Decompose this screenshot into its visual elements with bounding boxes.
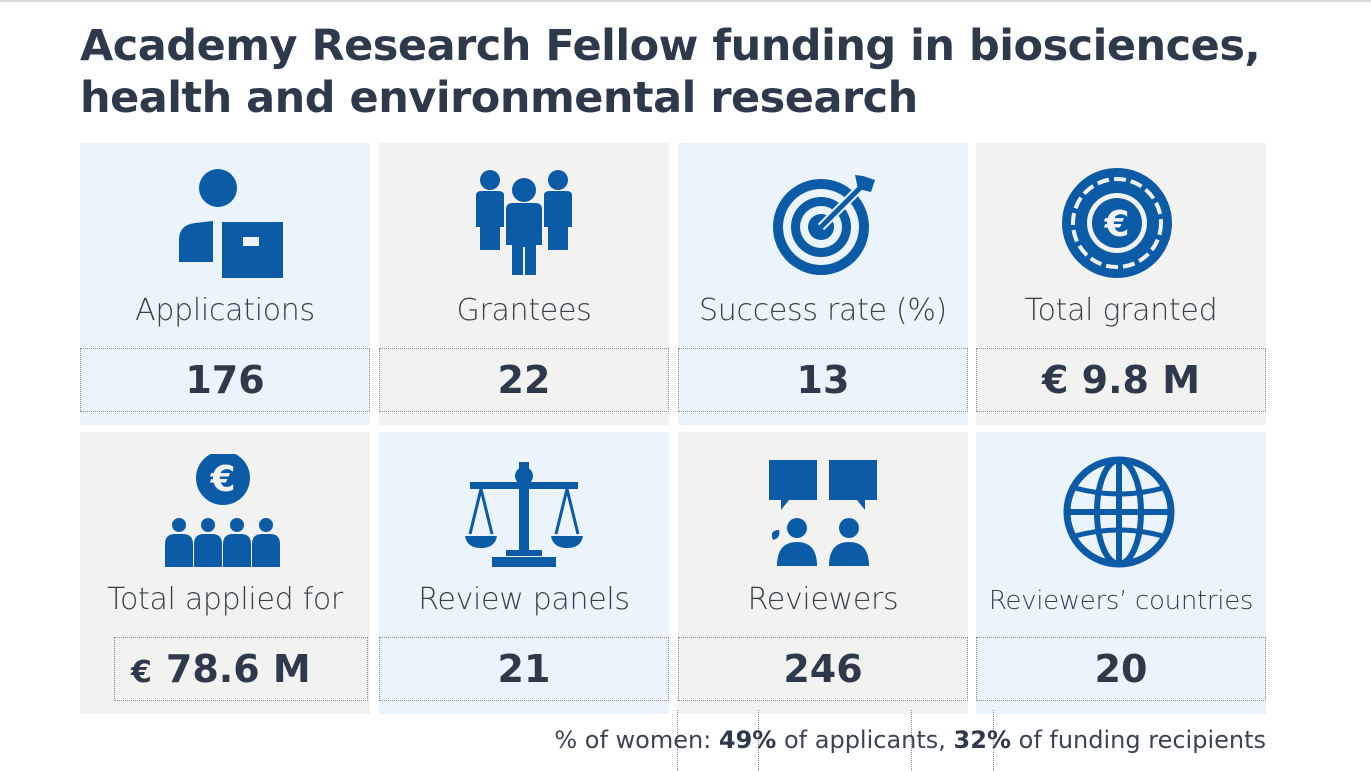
page-title: Academy Research Fellow funding in biosc… (80, 21, 1261, 123)
stat-value: 246 (678, 637, 968, 701)
globe-icon (1063, 456, 1175, 568)
stat-tile-total-applied: € Total applied for €78.6 M (80, 432, 370, 714)
stat-label: Grantees (456, 293, 592, 328)
scales-icon (465, 462, 583, 567)
applicant-icon (179, 169, 283, 278)
euro-audience-icon: € (165, 454, 280, 567)
stat-value: 176 (80, 348, 370, 412)
stat-value: €78.6 M (114, 637, 368, 701)
stat-label: Applications (135, 293, 315, 328)
stat-label: Reviewers (747, 582, 899, 617)
women-share-note: % of women: 49% of applicants, 32% of fu… (554, 726, 1266, 754)
recipients-percentage: 32% (953, 726, 1011, 754)
stat-tile-total-granted: € Total granted € 9.8 M (976, 143, 1266, 425)
svg-text:€: € (1103, 204, 1129, 245)
stat-label: Success rate (%) (699, 293, 947, 328)
divider-line (911, 710, 912, 771)
stat-value: 13 (678, 348, 968, 412)
stat-value: 20 (976, 637, 1266, 701)
target-icon (773, 175, 875, 275)
stat-tile-applications: Applications 176 (80, 143, 370, 425)
top-divider (0, 0, 1371, 2)
stat-value: € 9.8 M (976, 348, 1266, 412)
footer-applicants-text: of applicants, (776, 726, 954, 754)
divider-line (677, 710, 678, 771)
footer-recipients-text: of funding recipients (1011, 726, 1266, 754)
euro-coin-icon: € (1062, 168, 1172, 278)
stat-tile-success-rate: Success rate (%) 13 (678, 143, 968, 425)
stat-label: Total applied for (107, 582, 343, 617)
divider-line (758, 710, 759, 771)
stat-label: Review panels (418, 582, 630, 617)
svg-text:€: € (209, 459, 235, 500)
stat-tile-review-panels: Review panels 21 (379, 432, 669, 714)
footer-prefix: % of women: (554, 726, 719, 754)
euro-symbol: € (131, 655, 152, 690)
stat-tile-reviewers: Reviewers 246 (678, 432, 968, 714)
stat-tile-reviewers-countries: Reviewers’ countries 20 (976, 432, 1266, 714)
stat-amount: 78.6 M (165, 647, 311, 691)
reviewers-speech-icon (769, 460, 877, 566)
stat-value: 21 (379, 637, 669, 701)
stat-value: 22 (379, 348, 669, 412)
applicants-percentage: 49% (718, 726, 777, 754)
people-group-icon (476, 170, 572, 275)
stat-label: Total granted (1024, 293, 1218, 328)
stat-label: Reviewers’ countries (988, 586, 1254, 616)
divider-line (993, 710, 994, 771)
stat-tile-grantees: Grantees 22 (379, 143, 669, 425)
